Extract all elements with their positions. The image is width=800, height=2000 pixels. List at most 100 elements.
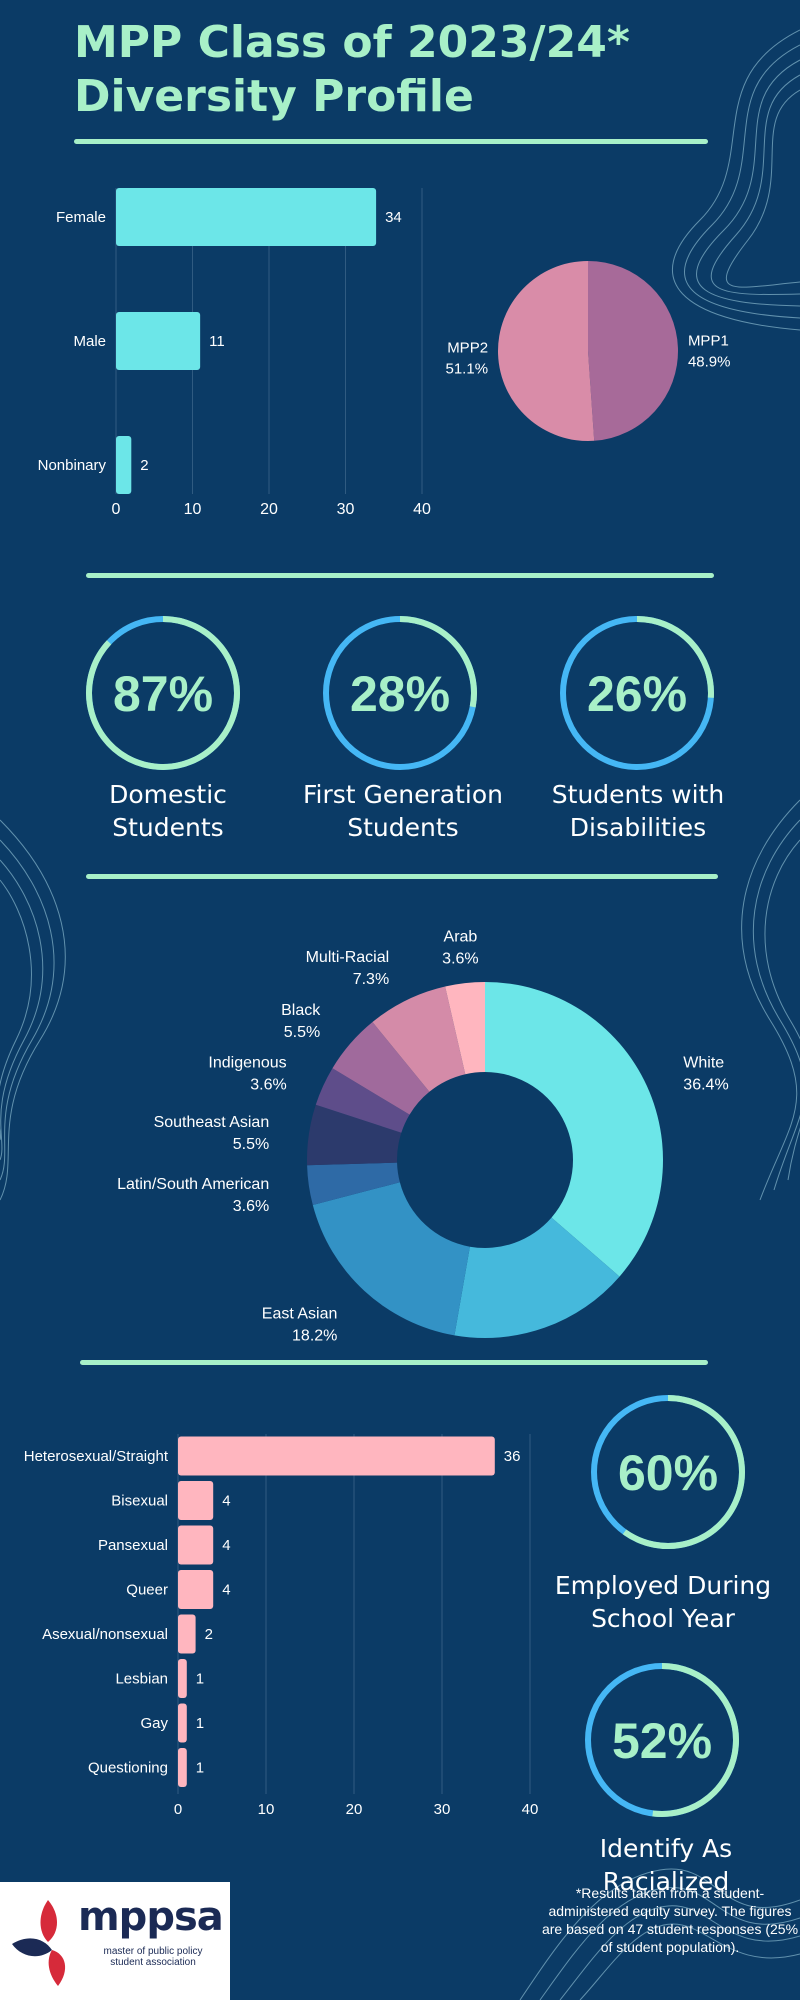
slice-value-label: 7.3% [353,971,389,988]
slice-label: Arab [444,928,478,945]
slice-value-label: 5.5% [233,1136,269,1153]
category-label: Lesbian [115,1671,168,1688]
category-label: Asexual/nonsexual [42,1626,168,1643]
ring-progress [399,616,477,708]
logo-subtitle-line: student association [110,1957,196,1968]
slice-label: Southeast Asian [154,1114,270,1131]
bar [116,188,377,246]
slice [332,1022,430,1115]
data-label: 36 [504,1448,521,1465]
divider-1 [74,139,708,144]
first-generation-ring: 28% [323,616,477,770]
stat-label-line: Students with [551,780,725,809]
stat-label-line: Disabilities [569,813,707,842]
x-tick-label: 0 [112,501,121,518]
bar [116,312,201,370]
employed-ring: 60% [591,1395,745,1549]
data-label: 1 [196,1715,204,1732]
slice [307,1104,402,1166]
category-label: Pansexual [98,1537,168,1554]
first-generation-label: First Generation Students [280,778,526,844]
data-label: 4 [222,1537,230,1554]
slice-value-label: 3.6% [233,1198,269,1215]
sexual-orientation-bar-chart: 0 10 20 30 40 Heterosexual/Straight 36 Bisexual… [24,1434,539,1818]
stat-label-line: First Generation [302,780,504,809]
slice [307,1162,400,1206]
x-tick-label: 0 [174,1801,182,1818]
slice-label: East Asian [262,1305,338,1322]
data-label: 4 [222,1582,230,1599]
data-label: 1 [196,1671,204,1688]
bar [178,1481,214,1520]
category-label: Queer [126,1582,168,1599]
stat-label-line: School Year [591,1604,735,1633]
ring-value: 87% [113,666,213,722]
ring-progress [86,616,240,770]
category-label: Questioning [88,1760,168,1777]
stat-label-line: Identify As Racialized [599,1834,733,1896]
title-line-2: Diversity Profile [74,71,474,122]
slice-label: MPP2 [447,339,488,356]
category-label: Bisexual [111,1493,168,1510]
employed-label: Employed During School Year [540,1569,786,1635]
bar [178,1614,196,1654]
stat-label-line: Domestic [109,780,227,809]
bar [178,1436,495,1476]
slice-value-label: 36.4% [683,1076,728,1093]
x-tick-label: 10 [258,1801,275,1818]
survey-footnote: *Results taken from a student-administer… [541,1885,799,1955]
data-label: 4 [222,1493,230,1510]
divider-3 [86,874,718,879]
data-label: 1 [196,1760,204,1777]
slice [497,261,595,441]
bar [178,1659,187,1698]
x-tick-label: 20 [346,1801,363,1818]
divider-4 [80,1360,708,1365]
stat-label-line: Students [112,813,224,842]
data-label: 34 [385,209,402,226]
x-tick-label: 30 [434,1801,451,1818]
domestic-students-label: Domestic Students [50,778,286,844]
bar [178,1570,214,1609]
mppsa-logo: mppsa master of public policy student as… [0,1882,230,2000]
ring-progress [622,1395,745,1549]
x-tick-label: 40 [522,1801,539,1818]
slice [485,982,663,1277]
slice [315,1068,410,1133]
data-label: 2 [140,457,148,474]
slice-label: Latin/South American [117,1176,269,1193]
racialized-label: Identify As Racialized [536,1832,796,1898]
slice-label: MPP1 [688,333,729,350]
racialized-ring: 52% [585,1663,739,1817]
slice-value-label: 48.9% [688,354,731,371]
logo-subtitle: master of public policy student associat… [78,1946,228,1968]
slice-value-label: 5.5% [284,1024,320,1041]
divider-2 [86,573,714,578]
stat-label-line: Students [347,813,459,842]
slice-label: Indigenous [208,1054,286,1071]
data-label: 11 [209,333,225,350]
x-tick-label: 20 [260,501,278,518]
category-label: Gay [140,1715,168,1732]
category-label: Nonbinary [38,457,107,474]
slice-label: White [683,1054,724,1071]
ring-value: 28% [350,666,450,722]
data-label: 2 [205,1626,213,1643]
students-with-disabilities-label: Students with Disabilities [520,778,756,844]
slice-label: Multi-Racial [306,949,390,966]
logo-mark-icon [12,1900,66,1986]
category-label: Male [73,333,106,350]
slice-value-label: 3.6% [442,950,478,967]
category-label: Female [56,209,106,226]
bar [178,1525,214,1565]
ring-progress [636,616,714,698]
bar [178,1703,187,1743]
ring-progress [652,1663,739,1817]
slice-label: Black [281,1002,321,1019]
students-with-disabilities-ring: 26% [560,616,714,770]
ring-value: 60% [618,1445,718,1501]
bar [178,1748,187,1787]
domestic-students-ring: 87% [86,616,240,770]
x-tick-label: 10 [184,501,202,518]
